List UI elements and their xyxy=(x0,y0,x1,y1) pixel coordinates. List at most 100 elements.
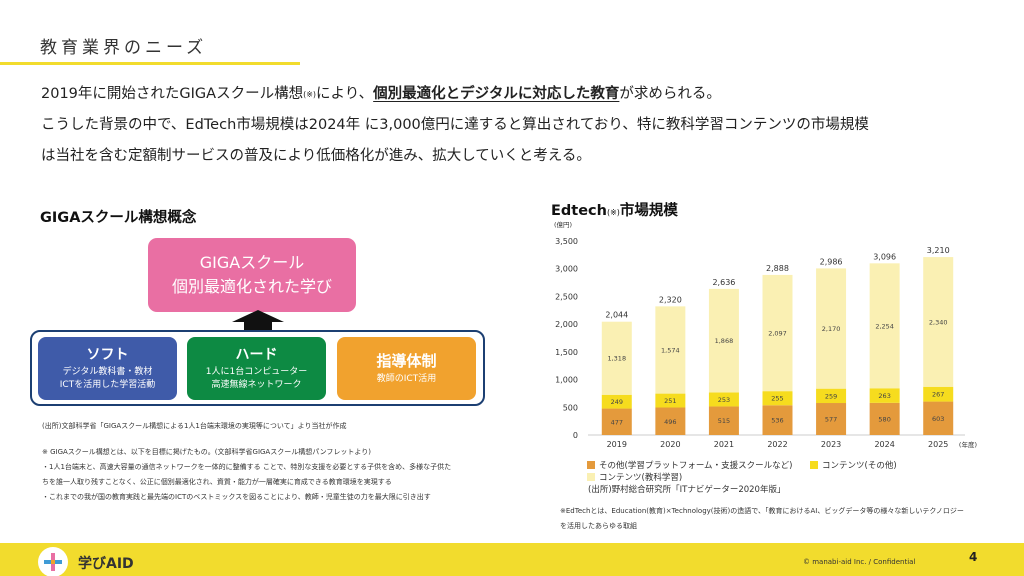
pillar-hard-desc-2: 高速無線ネットワーク xyxy=(211,380,302,390)
bar-total-label: 2,044 xyxy=(605,311,628,320)
pillar-soft: ソフト デジタル教科書・教材 ICTを活用した学習活動 xyxy=(38,337,177,400)
chart-heading-post: 市場規模 xyxy=(619,203,678,219)
pillar-guidance-desc: 教師のICT活用 xyxy=(376,374,437,384)
bar-value-label: 2,254 xyxy=(875,322,894,330)
y-tick-label: 500 xyxy=(563,403,578,412)
pillar-hard-desc-1: 1人に1台コンピューター xyxy=(205,367,308,377)
slide-title: 教育業界のニーズ xyxy=(40,38,208,58)
edtech-definition-2: を活用したあらゆる取組 xyxy=(560,522,637,530)
goal-line-1: GIGAスクール xyxy=(199,253,305,272)
bar-total-label: 3,096 xyxy=(873,252,896,261)
bar-segment xyxy=(655,306,686,394)
y-tick-label: 2,500 xyxy=(555,292,578,301)
pillar-hard-title: ハード xyxy=(235,347,278,363)
bar-value-label: 263 xyxy=(878,392,890,400)
bar-value-label: 2,340 xyxy=(929,318,948,326)
bar-value-label: 2,170 xyxy=(822,325,841,333)
giga-source: (出所)文部科学省「GIGAスクール構想による1人1台端末環境の実現等について」… xyxy=(42,422,347,430)
bar-value-label: 515 xyxy=(718,417,730,425)
legend-label-content-subject: コンテンツ(教科学習) xyxy=(599,473,683,483)
y-tick-label: 1,000 xyxy=(555,376,578,385)
lead-line-1-mid: により、 xyxy=(316,86,374,102)
bar-value-label: 1,574 xyxy=(661,346,680,354)
footer-bar xyxy=(0,543,1024,576)
x-tick-label: 2019 xyxy=(607,440,627,449)
lead-note-mark: (※) xyxy=(303,90,317,99)
x-unit-label: (年度) xyxy=(959,440,977,449)
chart-source: (出所)野村総合研究所「ITナビゲーター2020年版」 xyxy=(588,485,786,495)
legend-label-other: その他(学習プラットフォーム・支援スクールなど) xyxy=(599,461,793,471)
bar-value-label: 496 xyxy=(664,418,676,426)
giga-goal-box: GIGAスクール 個別最適化された学び xyxy=(148,238,356,312)
giga-heading: GIGAスクール構想概念 xyxy=(40,210,197,226)
giga-note-4: ・これまでの我が国の教育実践と最先端のICTのベストミックスを図ることにより、教… xyxy=(42,493,431,501)
pillar-frame xyxy=(30,330,485,406)
bar-value-label: 603 xyxy=(932,415,944,423)
lead-line-2: こうした背景の中で、EdTech市場規模は2024年 に3,000億円に達すると… xyxy=(41,117,869,133)
legend-swatch-other xyxy=(587,461,595,469)
legend-swatch-content-subject xyxy=(587,473,595,481)
bar-value-label: 259 xyxy=(825,392,837,400)
bar-value-label: 253 xyxy=(718,396,730,404)
y-tick-label: 3,500 xyxy=(555,237,578,246)
giga-note-3: ちを誰一人取り残すことなく、公正に個別最適化され、資質・能力が一層確実に育成でき… xyxy=(42,478,392,486)
bar-segment xyxy=(708,288,739,393)
bar-segment xyxy=(655,393,686,408)
up-arrow-icon xyxy=(232,310,284,330)
bar-segment xyxy=(762,405,793,435)
bar-segment xyxy=(923,386,954,402)
y-tick-label: 1,500 xyxy=(555,348,578,357)
bar-value-label: 251 xyxy=(664,397,676,405)
title-underline xyxy=(0,62,300,65)
bar-segment xyxy=(816,388,847,404)
pillar-hard: ハード 1人に1台コンピューター 高速無線ネットワーク xyxy=(187,337,326,400)
legend-label-content-other: コンテンツ(その他) xyxy=(822,461,897,471)
y-tick-label: 2,000 xyxy=(555,320,578,329)
logo-mark xyxy=(38,547,68,576)
bar-segment xyxy=(655,407,686,435)
bar-segment xyxy=(816,268,847,389)
chart-heading-pre: Edtech xyxy=(551,203,607,219)
bar-value-label: 255 xyxy=(771,395,783,403)
bar-value-label: 2,097 xyxy=(768,330,787,338)
pillar-soft-desc-2: ICTを活用した学習活動 xyxy=(59,380,156,390)
lead-emphasis: 個別最適化とデジタルに対応した教育 xyxy=(373,86,620,102)
bar-total-label: 2,986 xyxy=(820,257,843,266)
bar-value-label: 1,868 xyxy=(715,337,734,345)
chart-heading: Edtech(※)市場規模 xyxy=(551,199,678,220)
y-unit-label: (億円) xyxy=(554,220,572,229)
bar-total-label: 3,210 xyxy=(927,246,950,255)
lead-line-1: 2019年に開始されたGIGAスクール構想(※)により、個別最適化とデジタルに対… xyxy=(41,82,721,103)
x-tick-label: 2022 xyxy=(767,440,787,449)
bar-value-label: 580 xyxy=(878,415,890,423)
bar-segment xyxy=(923,401,954,435)
lead-line-3: は当社を含む定額制サービスの普及により低価格化が進み、拡大していくと考える。 xyxy=(41,148,591,164)
y-tick-label: 0 xyxy=(573,431,578,440)
logo-cross-icon xyxy=(44,553,62,571)
legend-item-other: その他(学習プラットフォーム・支援スクールなど) xyxy=(587,459,792,471)
bar-value-label: 1,318 xyxy=(607,355,626,363)
bar-segment xyxy=(762,391,793,406)
lead-line-1-pre: 2019年に開始されたGIGAスクール構想 xyxy=(41,86,304,102)
bar-value-label: 577 xyxy=(825,416,837,424)
x-tick-label: 2023 xyxy=(821,440,841,449)
bar-value-label: 477 xyxy=(611,418,623,426)
bar-segment xyxy=(762,274,793,392)
bar-segment xyxy=(816,403,847,435)
bar-segment xyxy=(869,263,900,389)
bar-segment xyxy=(869,388,900,403)
pillar-soft-desc-1: デジタル教科書・教材 xyxy=(62,367,153,377)
legend-item-content-other: コンテンツ(その他) xyxy=(810,459,897,471)
bar-total-label: 2,888 xyxy=(766,264,789,273)
edtech-definition-1: ※EdTechとは、Education(教育)×Technology(技術)の造… xyxy=(560,507,964,515)
chart-heading-note: (※) xyxy=(606,208,620,217)
page-number: 4 xyxy=(969,550,978,564)
lead-line-1-post: が求められる。 xyxy=(619,86,721,102)
bar-value-label: 267 xyxy=(932,391,944,399)
legend-item-content-subject: コンテンツ(教科学習) xyxy=(587,471,682,483)
pillar-soft-title: ソフト xyxy=(86,347,129,363)
copyright: © manabi-aid Inc. / Confidential xyxy=(803,558,916,566)
bar-total-label: 2,636 xyxy=(712,278,735,287)
x-tick-label: 2024 xyxy=(874,440,894,449)
bar-value-label: 249 xyxy=(611,398,623,406)
